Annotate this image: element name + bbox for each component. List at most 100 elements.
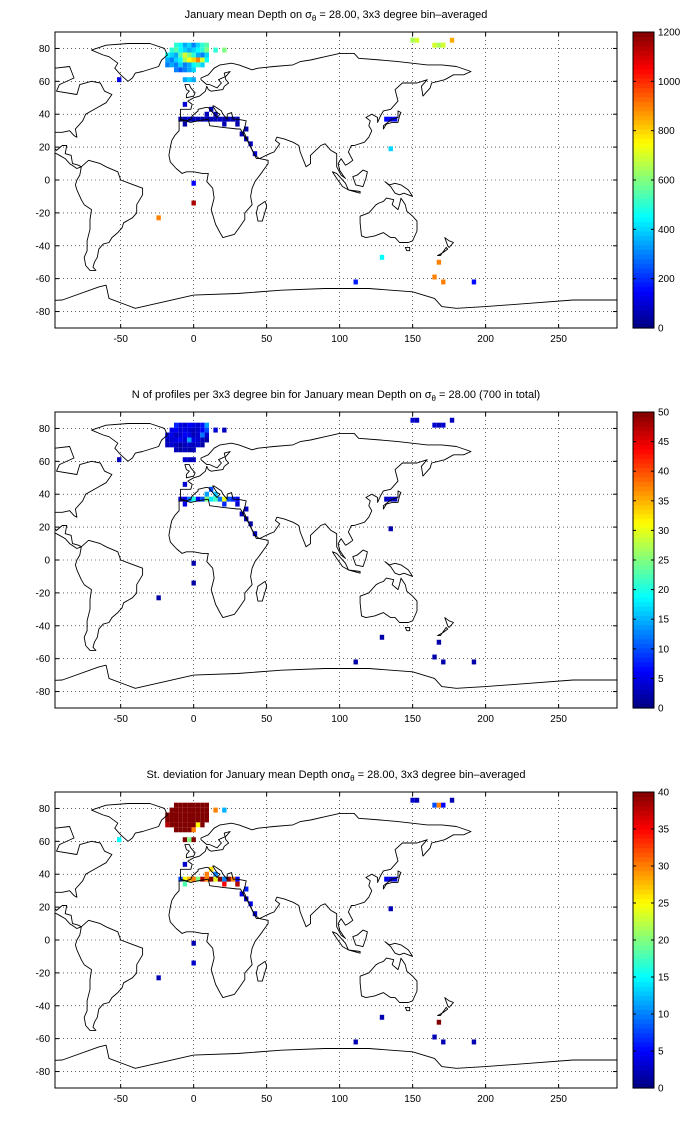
data-cell: [187, 837, 191, 842]
data-cell: [205, 423, 209, 428]
colorbar-segment: [633, 51, 654, 56]
y-tick-label: -80: [36, 307, 51, 318]
data-cell: [432, 43, 436, 48]
data-cell: [450, 798, 454, 803]
colorbar-segment: [633, 653, 654, 658]
colorbar-segment: [633, 32, 654, 37]
colorbar-tick-label: 10: [658, 644, 670, 655]
data-cell: [165, 57, 169, 62]
colorbar-segment: [633, 838, 654, 843]
colorbar-segment: [633, 834, 654, 839]
colorbar-segment: [633, 273, 654, 278]
colorbar-segment: [633, 240, 654, 245]
colorbar-segment: [633, 440, 654, 445]
data-cell: [380, 255, 384, 260]
colorbar-segment: [633, 592, 654, 597]
colorbar-tick-label: 15: [658, 973, 670, 984]
colorbar-segment: [633, 991, 654, 996]
data-cell: [191, 437, 195, 442]
colorbar-segment: [633, 431, 654, 436]
data-cell: [222, 122, 226, 127]
data-cell: [183, 77, 187, 82]
data-cell: [200, 437, 204, 442]
colorbar-segment: [633, 931, 654, 936]
data-cell: [191, 877, 195, 882]
y-tick-label: -20: [36, 588, 51, 599]
colorbar-segment: [633, 421, 654, 426]
colorbar-segment: [633, 972, 654, 977]
colorbar-segment: [633, 194, 654, 199]
colorbar-segment: [633, 602, 654, 607]
colorbar-segment: [633, 629, 654, 634]
y-tick-label: -20: [36, 208, 51, 219]
y-tick-label: 80: [39, 44, 51, 55]
data-cell: [191, 827, 195, 832]
data-cell: [174, 827, 178, 832]
x-tick-label: -50: [113, 714, 128, 725]
colorbar-segment: [633, 889, 654, 894]
colorbar-segment: [633, 583, 654, 588]
data-cell: [205, 428, 209, 433]
colorbar-segment: [633, 555, 654, 560]
colorbar-segment: [633, 106, 654, 111]
colorbar-segment: [633, 680, 654, 685]
colorbar-segment: [633, 203, 654, 208]
data-cell: [183, 822, 187, 827]
data-cell: [235, 122, 239, 127]
data-cell: [196, 803, 200, 808]
data-cell: [200, 877, 204, 882]
colorbar-segment: [633, 569, 654, 574]
colorbar-segment: [633, 454, 654, 459]
colorbar-segment: [633, 111, 654, 116]
data-cell: [196, 433, 200, 438]
y-tick-label: 40: [39, 870, 51, 881]
data-cell: [191, 53, 195, 58]
data-cell: [178, 57, 182, 62]
data-cell: [170, 813, 174, 818]
colorbar-segment: [633, 551, 654, 556]
colorbar-segment: [633, 935, 654, 940]
data-cell: [156, 215, 160, 220]
data-cell: [174, 442, 178, 447]
data-cell: [117, 77, 121, 82]
data-cell: [187, 808, 191, 813]
data-cell: [205, 437, 209, 442]
title-text-end: = 28.00, 3x3 degree bin–averaged: [355, 769, 526, 781]
colorbar-segment: [633, 848, 654, 853]
data-cell: [183, 837, 187, 842]
y-tick-label: 80: [39, 424, 51, 435]
data-cell: [183, 813, 187, 818]
colorbar-segment: [633, 92, 654, 97]
data-cell: [178, 808, 182, 813]
colorbar-segment: [633, 1056, 654, 1061]
data-cell: [441, 803, 445, 808]
colorbar-tick-label: 40: [658, 788, 670, 799]
data-cell: [384, 117, 388, 122]
colorbar-segment: [633, 542, 654, 547]
data-cell: [117, 457, 121, 462]
data-cell: [389, 906, 393, 911]
data-cell: [178, 62, 182, 67]
data-cell: [187, 437, 191, 442]
colorbar-tick-label: 45: [658, 437, 670, 448]
data-cell: [174, 817, 178, 822]
colorbar-segment: [633, 254, 654, 259]
colorbar-segment: [633, 908, 654, 913]
colorbar-segment: [633, 616, 654, 621]
colorbar-segment: [633, 245, 654, 250]
data-cell: [432, 655, 436, 660]
y-tick-label: 0: [44, 176, 50, 187]
colorbar-segment: [633, 152, 654, 157]
data-cell: [196, 53, 200, 58]
data-cell: [191, 442, 195, 447]
colorbar-segment: [633, 60, 654, 65]
data-cell: [410, 418, 414, 423]
colorbar-tick-label: 600: [658, 176, 675, 187]
colorbar-tick-label: 35: [658, 825, 670, 836]
colorbar-segment: [633, 1023, 654, 1028]
chart-panel-2: N of profiles per 3x3 degree bin for Jan…: [0, 389, 670, 725]
colorbar-segment: [633, 64, 654, 69]
colorbar-segment: [633, 532, 654, 537]
x-tick-label: 0: [191, 1094, 197, 1105]
data-cell: [191, 457, 195, 462]
